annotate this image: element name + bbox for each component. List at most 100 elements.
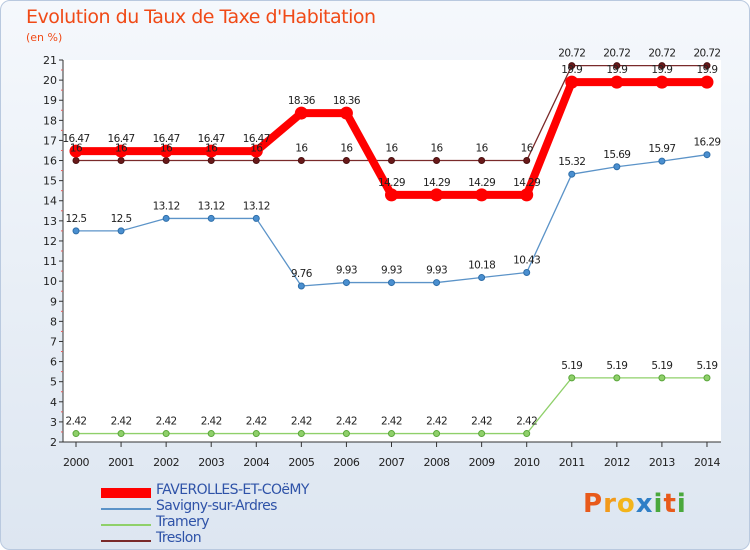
y-tick-label: 15 [43,175,57,188]
series-point-2 [478,430,486,438]
series-point-2 [117,430,125,438]
data-label-2: 2.42 [201,416,222,428]
data-label-1: 9.93 [426,265,447,277]
x-tick-label: 2014 [694,456,720,469]
chart-title: Evolution du Taux de Taxe d'Habitation [26,6,376,28]
data-label-2: 2.42 [381,416,402,428]
series-point-0 [430,188,444,202]
series-point-0 [339,106,353,120]
x-tick-label: 2002 [153,456,179,469]
data-label-0: 16.47 [153,133,180,145]
series-point-1 [658,157,666,165]
series-point-3 [162,157,170,165]
series-point-0 [655,75,669,89]
data-label-3: 16 [115,143,128,155]
x-tick-label: 2004 [243,456,269,469]
y-tick-label: 16 [43,155,57,168]
legend-swatch [101,508,151,510]
data-label-0: 19.9 [696,64,717,76]
series-point-3 [433,157,441,165]
series-point-1 [207,214,215,222]
data-label-0: 16.47 [198,133,225,145]
data-label-3: 16 [160,143,173,155]
proxiti-logo: Proxiti [583,489,687,519]
data-label-3: 16 [385,143,398,155]
series-point-0 [159,144,173,158]
legend-swatch [101,488,151,498]
y-tick-label: 14 [43,195,57,208]
logo-letter: P [583,489,604,519]
series-point-2 [252,430,260,438]
data-label-1: 13.12 [198,200,225,212]
data-label-0: 19.9 [561,64,582,76]
plot-area [63,60,721,442]
logo-letter: i [676,489,687,519]
series-point-1 [297,282,305,290]
series-point-3 [72,157,80,165]
series-point-3 [523,157,531,165]
y-tick-label: 3 [50,416,57,429]
series-point-0 [610,75,624,89]
data-label-2: 5.19 [651,360,672,372]
data-label-3: 20.72 [693,48,720,60]
data-label-0: 14.29 [468,177,495,189]
series-point-1 [387,279,395,287]
data-label-3: 16 [70,143,83,155]
y-tick-label: 12 [43,235,57,248]
legend-item: FAVEROLLES-ET-COëMY [101,482,421,501]
data-label-1: 13.12 [153,200,180,212]
data-label-0: 14.29 [513,177,540,189]
x-tick-label: 2012 [604,456,630,469]
y-tick-label: 6 [50,356,57,369]
data-label-1: 9.93 [381,265,402,277]
legend-label: FAVEROLLES-ET-COëMY [156,482,309,498]
series-point-2 [568,374,576,382]
series-point-1 [433,279,441,287]
series-point-1 [252,214,260,222]
legend-swatch [101,524,151,526]
series-point-1 [117,227,125,235]
data-label-0: 18.36 [288,95,316,107]
data-label-2: 2.42 [111,416,132,428]
series-point-1 [523,269,531,277]
unit-label: (en %) [26,31,63,44]
y-tick-label: 7 [50,335,57,348]
x-tick-label: 2006 [333,456,359,469]
data-label-1: 9.93 [336,265,357,277]
data-label-2: 2.42 [516,416,537,428]
y-tick-label: 11 [43,255,57,268]
series-point-0 [114,144,128,158]
series-point-0 [475,188,489,202]
series-point-1 [568,170,576,178]
y-tick-label: 5 [50,376,57,389]
y-tick-label: 8 [50,315,57,328]
y-tick-label: 4 [50,396,57,409]
series-point-0 [204,144,218,158]
data-label-1: 10.18 [468,260,495,272]
series-point-2 [207,430,215,438]
data-label-3: 16 [205,143,218,155]
series-point-0 [69,144,83,158]
legend-item: Savigny-sur-Ardres [101,498,421,517]
data-label-3: 16 [295,143,308,155]
series-point-0 [565,75,579,89]
x-tick-label: 2000 [63,456,89,469]
data-label-1: 15.69 [603,149,630,161]
series-point-3 [342,157,350,165]
y-tick-label: 20 [43,74,57,87]
data-label-2: 5.19 [606,360,627,372]
series-point-0 [249,144,263,158]
data-label-3: 16 [476,143,489,155]
data-label-3: 20.72 [603,48,630,60]
series-point-0 [384,188,398,202]
series-point-3 [117,157,125,165]
series-point-3 [478,157,486,165]
series-point-0 [520,188,534,202]
series-point-2 [433,430,441,438]
data-label-1: 15.97 [648,143,675,155]
data-label-2: 2.42 [291,416,312,428]
series-point-2 [523,430,531,438]
series-point-0 [700,75,714,89]
